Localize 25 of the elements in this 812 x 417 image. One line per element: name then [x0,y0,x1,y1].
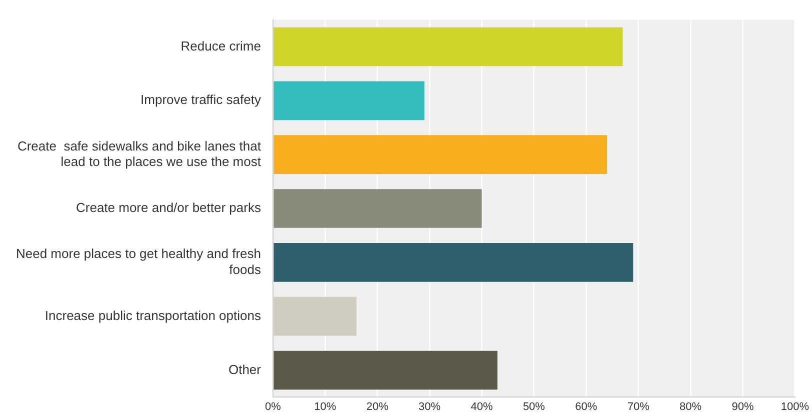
bar [274,296,356,336]
x-tick-label: 20% [366,400,389,413]
bar [274,350,498,390]
x-tick-label: 10% [314,400,336,413]
x-tick-label: 0% [265,400,282,413]
y-tick-label: Create safe sidewalks and bike lanes that lead to the places we use the most [17,138,262,169]
y-tick-label: Need more places to get healthy and fresh foods [16,246,262,277]
bar [274,135,608,174]
x-tick-label: 60% [575,400,598,413]
bar [274,81,424,120]
y-tick-label: Reduce crime [180,38,261,54]
x-tick-label: 50% [522,400,546,413]
x-tick-label: 40% [470,400,493,413]
bar [274,189,482,228]
x-tick-label: 90% [732,400,754,413]
y-tick-label: Increase public transportation options [44,308,262,323]
y-tick-label: Create more and/or better parks [76,200,262,216]
y-tick-label: Other [228,362,262,377]
x-tick-label: 80% [680,400,702,413]
x-tick-label: 70% [627,400,650,413]
bar [274,27,623,66]
y-tick-label: Improve traffic safety [140,92,262,108]
x-tick-label: 100% [780,400,810,413]
x-tick-label: 30% [418,400,441,413]
bar [274,243,634,282]
